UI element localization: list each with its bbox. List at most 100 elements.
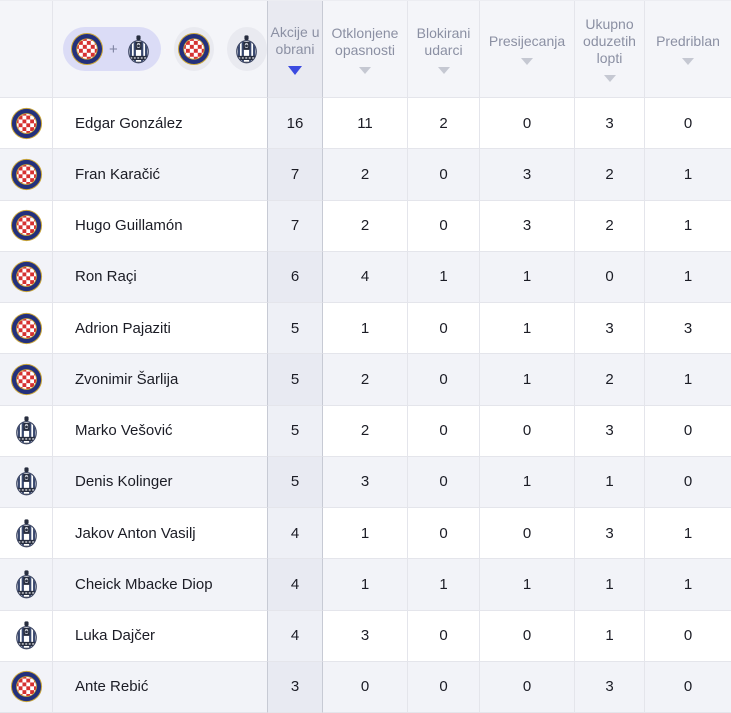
table-row[interactable]: Cheick Mbacke Diop 4 1 1 1 1 1 <box>0 559 731 611</box>
team-badge-cell <box>0 405 53 457</box>
stat-value: 1 <box>645 149 731 201</box>
player-name: Edgar González <box>53 98 268 150</box>
stat-value: 4 <box>268 508 323 560</box>
header-badge-cell <box>0 1 53 98</box>
team-badge-cell <box>0 661 53 713</box>
table-row[interactable]: Adrion Pajaziti 5 1 0 1 3 3 <box>0 303 731 355</box>
table-body: Edgar González 16 11 2 0 3 0 Fran Karačić 7 2 0 3 2… <box>0 98 731 713</box>
stat-value: 0 <box>480 98 575 150</box>
lokomotiva-badge <box>236 34 258 63</box>
lokomotiva-badge <box>15 467 37 496</box>
stat-value: 1 <box>480 354 575 406</box>
stat-value: 2 <box>575 200 645 252</box>
stat-value: 1 <box>645 508 731 560</box>
stat-value: 1 <box>480 251 575 303</box>
table-row[interactable]: Jakov Anton Vasilj 4 1 0 0 3 1 <box>0 508 731 560</box>
stat-value: 3 <box>480 200 575 252</box>
hajduk-badge <box>70 32 104 66</box>
player-name: Hugo Guillamón <box>53 200 268 252</box>
stat-value: 3 <box>480 149 575 201</box>
column-header-label: Presijecanja <box>488 33 566 49</box>
team-badge-cell <box>0 98 53 150</box>
table-row[interactable]: Marko Vešović 5 2 0 0 3 0 <box>0 405 731 457</box>
stat-value: 3 <box>268 661 323 713</box>
player-name: Ron Raçi <box>53 251 268 303</box>
team-badge-cell <box>0 251 53 303</box>
stat-value: 2 <box>323 405 408 457</box>
stat-value: 0 <box>408 149 480 201</box>
table-row[interactable]: Edgar González 16 11 2 0 3 0 <box>0 98 731 150</box>
stat-value: 0 <box>408 508 480 560</box>
stat-value: 2 <box>323 200 408 252</box>
stat-value: 5 <box>268 405 323 457</box>
stat-value: 3 <box>575 303 645 355</box>
column-header-3[interactable]: Blokirani udarci <box>408 1 480 98</box>
filter-both-teams-selected[interactable]: + <box>63 27 161 71</box>
team-badge-cell <box>0 200 53 252</box>
player-name: Zvonimir Šarlija <box>53 354 268 406</box>
team-filter: + <box>53 1 268 98</box>
column-header-4[interactable]: Presijecanja <box>480 1 575 98</box>
table-row[interactable]: Zvonimir Šarlija 5 2 0 1 2 1 <box>0 354 731 406</box>
table-row[interactable]: Ante Rebić 3 0 0 0 3 0 <box>0 661 731 713</box>
stat-value: 1 <box>575 456 645 508</box>
sort-arrow-icon <box>682 58 694 65</box>
player-name: Adrion Pajaziti <box>53 303 268 355</box>
hajduk-badge <box>10 312 42 344</box>
stat-value: 2 <box>408 98 480 150</box>
player-name: Ante Rebić <box>53 661 268 713</box>
player-name: Denis Kolinger <box>53 456 268 508</box>
table-row[interactable]: Ron Raçi 6 4 1 1 0 1 <box>0 251 731 303</box>
stat-value: 1 <box>323 559 408 611</box>
stat-value: 4 <box>268 559 323 611</box>
hajduk-badge <box>10 158 42 190</box>
table-row[interactable]: Luka Dajčer 4 3 0 0 1 0 <box>0 610 731 662</box>
stat-value: 0 <box>645 457 731 508</box>
stat-value: 1 <box>480 456 575 508</box>
player-name: Jakov Anton Vasilj <box>53 508 268 560</box>
team-badge-cell <box>0 508 53 560</box>
table-row[interactable]: Denis Kolinger 5 3 0 1 1 0 <box>0 456 731 508</box>
hajduk-badge <box>10 671 42 703</box>
stat-value: 0 <box>408 610 480 662</box>
stat-value: 0 <box>480 610 575 662</box>
stat-value: 0 <box>408 354 480 406</box>
column-header-2[interactable]: Otklonjene opasnosti <box>323 1 408 98</box>
sort-arrow-icon <box>603 75 616 82</box>
stat-value: 1 <box>575 559 645 611</box>
column-header-label: Predriblan <box>656 33 720 49</box>
column-header-1[interactable]: Akcije u obrani <box>268 1 323 98</box>
stat-value: 0 <box>323 661 408 713</box>
stat-value: 1 <box>408 559 480 611</box>
stat-value: 0 <box>408 200 480 252</box>
sort-arrow-icon <box>437 66 450 74</box>
stat-value: 1 <box>480 303 575 355</box>
team-badge-cell <box>0 559 53 611</box>
stat-value: 1 <box>323 508 408 560</box>
column-header-label: Akcije u obrani <box>270 23 320 57</box>
column-header-6[interactable]: Predriblan <box>645 1 731 98</box>
stat-value: 0 <box>480 508 575 560</box>
stat-value: 7 <box>268 200 323 252</box>
table-row[interactable]: Fran Karačić 7 2 0 3 2 1 <box>0 149 731 201</box>
stat-value: 1 <box>575 610 645 662</box>
stat-value: 1 <box>645 559 731 611</box>
team-badge-cell <box>0 354 53 406</box>
stat-value: 0 <box>575 251 645 303</box>
stat-value: 0 <box>408 456 480 508</box>
column-header-5[interactable]: Ukupno oduzetih lopti <box>575 1 645 98</box>
filter-hajduk[interactable] <box>173 27 214 71</box>
stat-value: 6 <box>268 251 323 303</box>
column-header-label: Blokirani udarci <box>416 24 471 58</box>
table-row[interactable]: Hugo Guillamón 7 2 0 3 2 1 <box>0 200 731 252</box>
stat-value: 1 <box>408 251 480 303</box>
stat-value: 0 <box>645 406 731 457</box>
stat-value: 0 <box>408 405 480 457</box>
stat-value: 0 <box>408 303 480 355</box>
stat-value: 0 <box>645 611 731 662</box>
filter-lokomotiva[interactable] <box>226 27 267 71</box>
stat-value: 1 <box>645 201 731 252</box>
lokomotiva-badge <box>15 621 37 650</box>
plus-sign: + <box>109 40 118 58</box>
stat-value: 3 <box>575 405 645 457</box>
